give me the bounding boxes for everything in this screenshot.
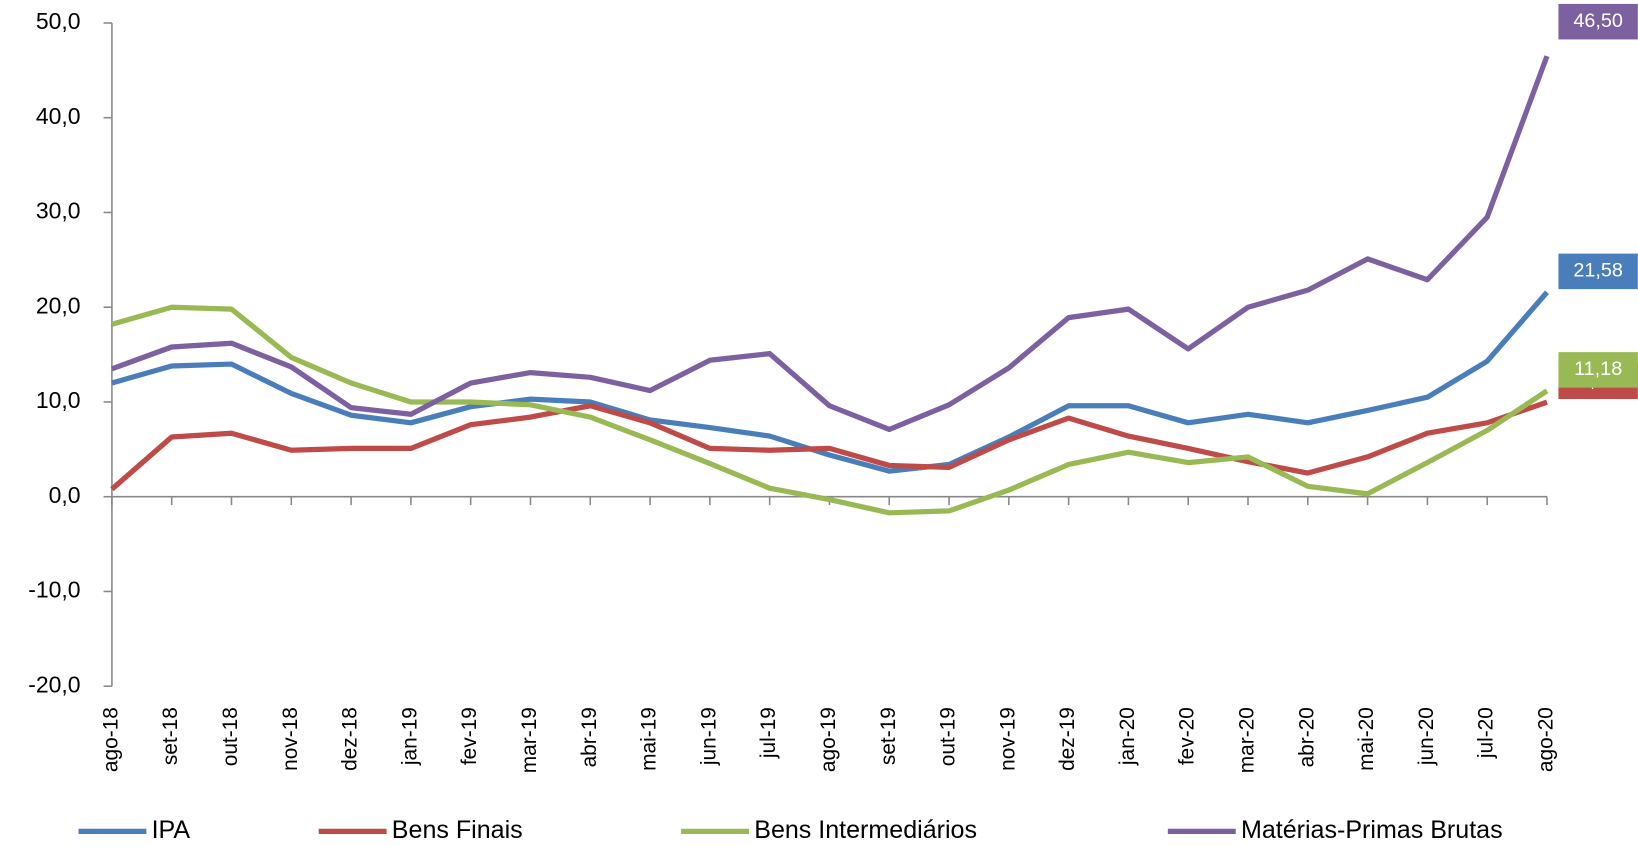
legend-label: Bens Intermediários bbox=[754, 816, 977, 844]
value-label-box bbox=[1558, 352, 1638, 388]
x-tick-label: out-18 bbox=[219, 707, 242, 766]
x-tick-label: out-19 bbox=[937, 707, 960, 766]
legend-item: IPA bbox=[78, 816, 190, 844]
value-label: 21,58 bbox=[1558, 253, 1638, 290]
x-tick-label: jan-19 bbox=[398, 707, 421, 766]
legend-item: Bens Finais bbox=[318, 816, 523, 844]
x-tick-label: jun-20 bbox=[1415, 707, 1438, 766]
x-tick-label: ago-19 bbox=[817, 707, 840, 772]
series-line bbox=[110, 399, 1548, 492]
x-tick-label: jul-19 bbox=[757, 707, 780, 759]
y-tick-label: 0,0 bbox=[49, 482, 81, 508]
series-line bbox=[111, 55, 1550, 433]
value-label-text: 21,58 bbox=[1573, 260, 1623, 282]
value-label: 11,18 bbox=[1558, 352, 1638, 388]
y-tick-label: 40,0 bbox=[36, 103, 81, 129]
x-tick-label: dez-18 bbox=[339, 707, 362, 771]
y-tick-label: 50,0 bbox=[36, 8, 81, 34]
y-tick-label: 30,0 bbox=[36, 198, 81, 224]
x-tick-label: ago-18 bbox=[99, 707, 122, 772]
y-tick-label: -10,0 bbox=[28, 577, 80, 603]
y-tick-label: -20,0 bbox=[28, 671, 80, 697]
y-tick-label: 10,0 bbox=[36, 387, 81, 413]
x-tick-label: fev-19 bbox=[458, 707, 481, 765]
legend-item: Bens Intermediários bbox=[681, 816, 977, 844]
value-label-box bbox=[1558, 3, 1638, 40]
x-tick-label: mai-19 bbox=[638, 707, 661, 771]
value-label-text: 11,18 bbox=[1574, 358, 1622, 380]
legend-label: Matérias-Primas Brutas bbox=[1241, 816, 1503, 844]
x-tick-label: abr-19 bbox=[578, 707, 601, 767]
legend-label: IPA bbox=[152, 816, 191, 844]
x-tick-label: set-19 bbox=[877, 707, 900, 765]
y-tick-label: 20,0 bbox=[36, 292, 81, 318]
x-tick-label: fev-20 bbox=[1176, 707, 1199, 765]
series-line bbox=[111, 290, 1549, 474]
legend-label: Bens Finais bbox=[392, 816, 523, 844]
x-tick-label: set-18 bbox=[159, 707, 182, 765]
value-label: 46,50 bbox=[1558, 3, 1638, 40]
series-line bbox=[111, 304, 1549, 516]
value-label-text: 46,50 bbox=[1573, 10, 1623, 32]
x-tick-label: ago-20 bbox=[1534, 707, 1557, 772]
legend-item: Matérias-Primas Brutas bbox=[1167, 816, 1503, 844]
value-label-box bbox=[1558, 253, 1638, 290]
x-tick-label: mar-19 bbox=[518, 707, 541, 773]
x-tick-label: mai-20 bbox=[1355, 707, 1378, 771]
x-tick-label: nov-18 bbox=[279, 707, 302, 771]
x-tick-label: jan-20 bbox=[1116, 707, 1139, 766]
x-tick-label: nov-19 bbox=[996, 707, 1019, 771]
x-tick-label: jun-19 bbox=[697, 707, 720, 766]
x-tick-label: abr-20 bbox=[1295, 707, 1318, 767]
x-tick-label: jul-20 bbox=[1475, 707, 1498, 759]
x-tick-label: mar-20 bbox=[1236, 707, 1259, 773]
x-tick-label: dez-19 bbox=[1056, 707, 1079, 771]
